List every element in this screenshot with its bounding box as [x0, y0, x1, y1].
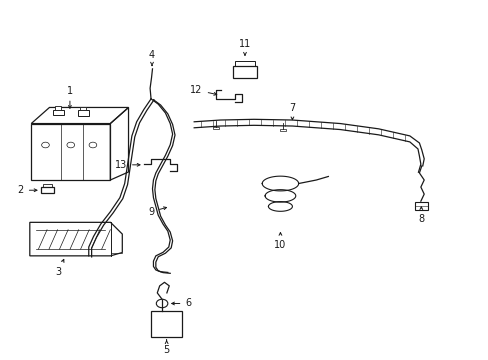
Text: 6: 6	[171, 298, 191, 309]
Bar	[80, 107, 86, 110]
Text: 4: 4	[149, 50, 155, 66]
Bar	[151, 311, 182, 337]
Text: 3: 3	[55, 260, 64, 277]
Text: 1: 1	[67, 86, 73, 108]
Bar	[53, 109, 63, 115]
Text: 2: 2	[18, 185, 37, 195]
Text: 7: 7	[289, 103, 295, 120]
Bar	[78, 110, 88, 116]
Bar	[43, 184, 52, 187]
Bar	[235, 61, 254, 66]
Bar	[212, 127, 218, 129]
Bar	[414, 202, 427, 210]
Bar	[55, 106, 61, 109]
Text: 13: 13	[115, 160, 140, 170]
Bar	[232, 66, 257, 78]
Text: 11: 11	[238, 39, 251, 55]
Text: 5: 5	[163, 340, 169, 355]
Bar	[280, 129, 285, 131]
Text: 12: 12	[190, 85, 216, 95]
Bar	[41, 187, 54, 193]
Text: 8: 8	[417, 207, 424, 224]
Text: 10: 10	[274, 233, 286, 249]
Text: 9: 9	[148, 207, 166, 217]
